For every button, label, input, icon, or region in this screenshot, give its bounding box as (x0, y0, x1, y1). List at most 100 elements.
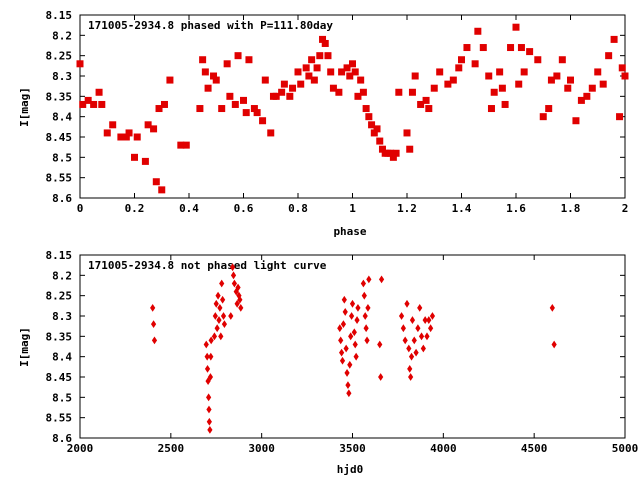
data-point (365, 113, 373, 121)
data-point (463, 44, 471, 52)
data-point (610, 35, 618, 43)
data-point (207, 373, 214, 381)
data-point (512, 23, 520, 31)
data-point (204, 352, 210, 361)
data-point (349, 60, 356, 68)
data-point (219, 279, 225, 288)
data-point (346, 72, 354, 80)
data-point (353, 352, 359, 361)
data-point (458, 56, 465, 64)
data-point (402, 336, 408, 345)
data-point (90, 100, 98, 108)
data-point (362, 312, 368, 320)
x-tick-label: 1.6 (506, 202, 526, 215)
y-tick-label: 8.2 (52, 29, 72, 42)
data-point (261, 76, 269, 84)
data-point (339, 356, 346, 365)
data-point (498, 84, 506, 92)
x-tick-label: 0.2 (125, 202, 145, 215)
data-point (354, 92, 362, 100)
data-point (424, 332, 430, 341)
data-point (605, 52, 613, 60)
data-point (220, 312, 227, 320)
data-point (272, 92, 280, 100)
data-point (237, 295, 243, 304)
y-tick-label: 8.5 (52, 151, 72, 164)
data-point (406, 344, 412, 353)
data-point (229, 263, 236, 272)
data-point (408, 352, 415, 361)
data-point (338, 68, 346, 76)
y-tick-label: 8.2 (52, 269, 72, 282)
data-point (349, 299, 356, 308)
data-point (131, 153, 138, 161)
y-tick-label: 8.3 (52, 70, 72, 83)
data-point (344, 369, 350, 377)
data-point (346, 389, 352, 398)
data-point (205, 377, 211, 385)
y-tick-label: 8.5 (52, 391, 72, 404)
data-point (360, 279, 367, 288)
data-point (376, 137, 384, 145)
data-point (223, 60, 231, 68)
x-tick-label: 0.4 (179, 202, 199, 215)
x-tick-label: 2 (622, 202, 629, 215)
data-point (413, 348, 419, 357)
data-point (278, 88, 286, 96)
data-point (338, 336, 344, 345)
y-tick-label: 8.55 (46, 412, 73, 425)
data-point (335, 88, 343, 96)
data-point (417, 303, 423, 312)
data-point (583, 92, 591, 100)
data-point (501, 100, 509, 108)
data-point (348, 312, 355, 320)
data-point (231, 279, 238, 288)
data-point (150, 125, 158, 133)
y-tick-label: 8.25 (46, 290, 73, 303)
data-point (348, 332, 354, 341)
data-point (215, 291, 221, 300)
x-tick-label: 1.8 (561, 202, 581, 215)
y-axis-label-bottom: I[mag] (18, 327, 31, 367)
data-point (242, 109, 250, 117)
data-point (329, 84, 337, 92)
y-tick-label: 8.15 (46, 249, 73, 262)
data-point (408, 88, 416, 96)
data-point (234, 299, 240, 308)
data-point (160, 100, 168, 108)
data-point (345, 381, 351, 390)
data-point (305, 72, 313, 80)
data-point (577, 96, 585, 104)
data-point (354, 316, 360, 324)
data-point (572, 117, 580, 125)
data-point (212, 312, 218, 320)
data-point (228, 312, 234, 320)
y-tick-label: 8.3 (52, 310, 72, 323)
data-point (408, 373, 414, 381)
data-point (313, 64, 321, 72)
data-point (206, 405, 212, 414)
data-point (621, 72, 629, 80)
y-tick-label: 8.15 (46, 9, 73, 22)
x-tick-label: 1 (349, 202, 356, 215)
data-point (150, 303, 156, 312)
data-point (436, 68, 444, 76)
data-point (212, 76, 220, 84)
data-point (355, 303, 361, 312)
data-point (409, 316, 416, 324)
data-point (406, 145, 414, 153)
data-point (133, 133, 141, 141)
data-point (594, 68, 602, 76)
data-point (182, 141, 190, 149)
data-point (347, 360, 353, 369)
x-tick-label: 3000 (248, 442, 275, 455)
series-bottom (150, 263, 557, 434)
data-point (599, 80, 607, 88)
data-point (337, 324, 343, 333)
data-point (588, 84, 596, 92)
data-point (308, 56, 316, 64)
data-point (220, 295, 226, 304)
data-point (79, 100, 87, 108)
data-point (373, 125, 381, 133)
data-point (226, 92, 234, 100)
